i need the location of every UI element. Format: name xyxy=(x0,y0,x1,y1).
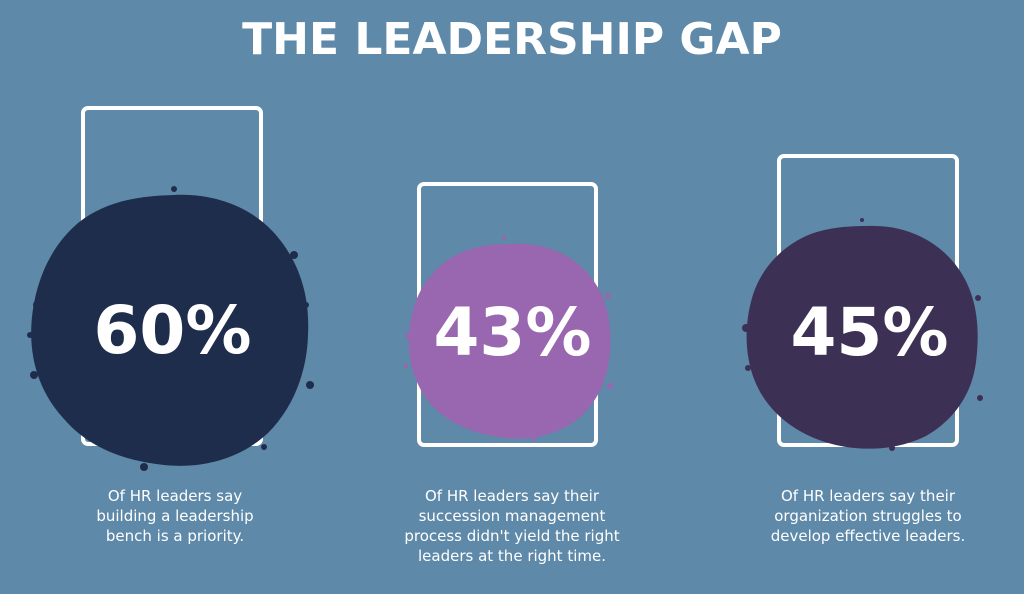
stat-value-2: 43% xyxy=(433,294,592,371)
caption-2-line-1: Of HR leaders say their xyxy=(424,487,600,505)
caption-3-line-3: develop effective leaders. xyxy=(770,527,966,545)
blob-shape-2 xyxy=(408,243,611,439)
caption-3-line-1: Of HR leaders say their xyxy=(780,487,956,505)
caption-3-line-2: organization struggles to xyxy=(774,507,962,525)
stat-caption-1: Of HR leaders say building a leadership … xyxy=(30,486,320,546)
paint-blob-2 xyxy=(404,236,613,441)
caption-1-line-3: bench is a priority. xyxy=(105,527,245,545)
blob-shape-1 xyxy=(31,194,309,466)
paint-blob-1 xyxy=(27,186,314,471)
stat-value-1: 60% xyxy=(93,292,252,369)
stat-caption-3: Of HR leaders say their organization str… xyxy=(720,486,1016,546)
stat-value-3: 45% xyxy=(790,294,949,371)
caption-1-line-2: building a leadership xyxy=(96,507,254,525)
caption-2-line-3: process didn't yield the right xyxy=(404,527,620,545)
stat-caption-2: Of HR leaders say their succession manag… xyxy=(357,486,667,566)
caption-2-line-2: succession management xyxy=(418,507,606,525)
caption-2-line-4: leaders at the right time. xyxy=(418,547,606,565)
caption-1-line-1: Of HR leaders say xyxy=(107,487,243,505)
infographic-title: THE LEADERSHIP GAP xyxy=(242,14,782,65)
blob-shape-3 xyxy=(746,225,978,449)
paint-blob-3 xyxy=(742,218,983,451)
